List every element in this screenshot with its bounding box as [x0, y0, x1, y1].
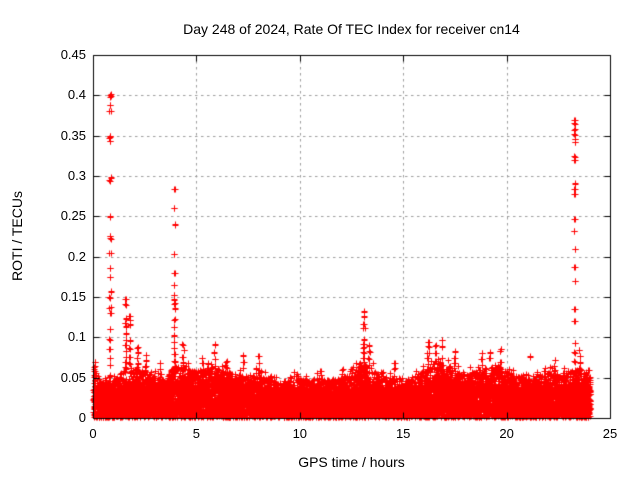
y-tick-label: 0: [78, 410, 86, 425]
y-tick-label: 0.4: [67, 87, 86, 103]
x-tick-label: 15: [395, 426, 411, 441]
y-tick-label: 0.3: [67, 168, 86, 183]
y-axis-label: ROTI / TECUs: [9, 191, 25, 281]
y-tick-label: 0.05: [60, 369, 86, 385]
y-tick-label: 0.15: [60, 289, 86, 304]
x-tick-label: 0: [89, 426, 97, 441]
y-tick-label: 0.45: [60, 47, 86, 62]
x-tick-label: 25: [602, 426, 618, 441]
y-tick-label: 0.35: [60, 127, 86, 143]
y-tick-label: 0.2: [67, 248, 86, 264]
y-tick-label: 0.1: [67, 329, 86, 345]
x-tick-label: 20: [499, 426, 514, 441]
x-tick-label: 5: [192, 426, 200, 441]
y-tick-label: 0.25: [60, 208, 86, 224]
chart-title: Day 248 of 2024, Rate Of TEC Index for r…: [183, 21, 520, 37]
x-axis-label: GPS time / hours: [298, 454, 405, 470]
x-tick-label: 10: [292, 426, 308, 441]
